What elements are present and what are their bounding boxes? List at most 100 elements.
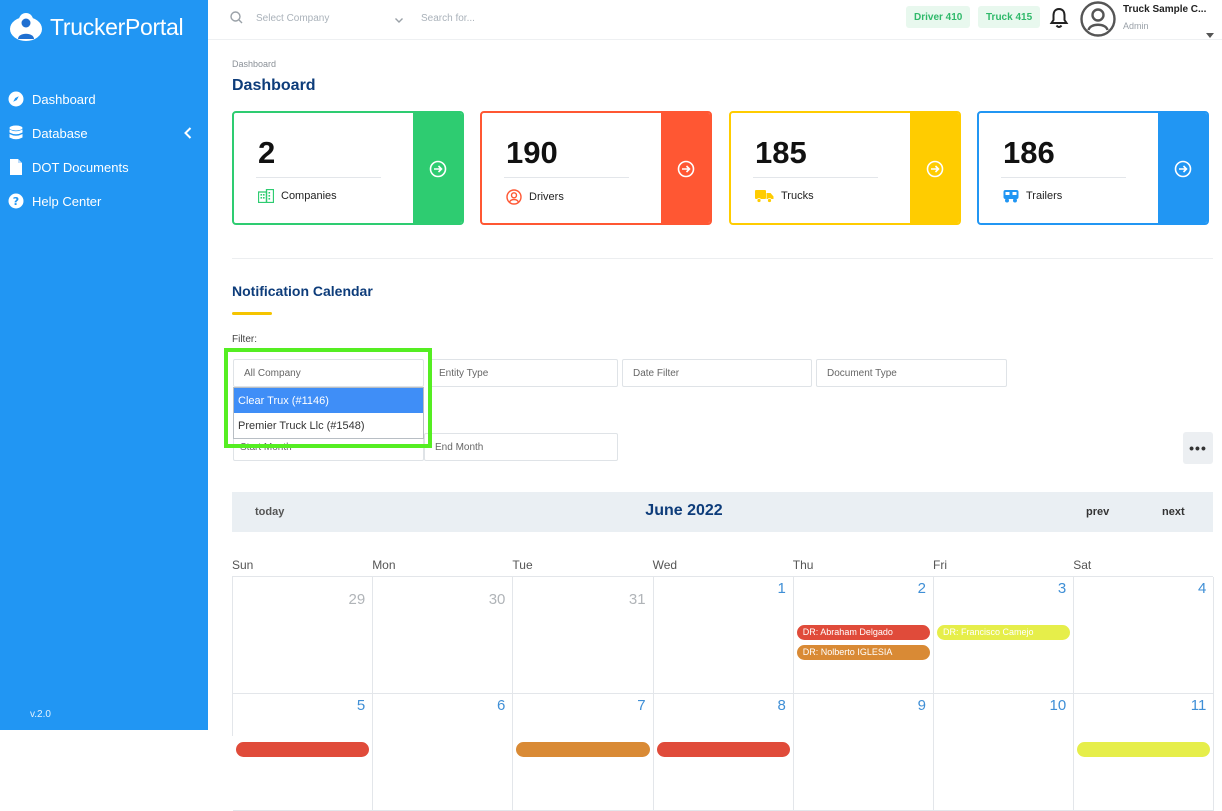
breadcrumb[interactable]: Dashboard bbox=[232, 59, 277, 69]
stat-value: 190 bbox=[506, 135, 558, 170]
calendar-day-cell[interactable]: 8 bbox=[653, 694, 794, 811]
day-number: 10 bbox=[1049, 697, 1067, 714]
calendar-day-cell[interactable]: 9 bbox=[793, 694, 934, 811]
filter-label: Filter: bbox=[232, 334, 257, 345]
arrow-circle-right-icon[interactable] bbox=[926, 160, 944, 178]
calendar-day-cell[interactable]: 1 bbox=[653, 577, 794, 694]
chevron-left-icon[interactable] bbox=[184, 127, 192, 142]
prev-button[interactable]: prev bbox=[1086, 506, 1110, 518]
user-avatar[interactable] bbox=[1080, 1, 1116, 37]
today-button[interactable]: today bbox=[255, 506, 285, 518]
calendar-event[interactable]: DR: Abraham Delgado bbox=[796, 625, 930, 640]
document-type-select[interactable]: Document Type bbox=[816, 359, 1007, 387]
app-name: TruckerPortal bbox=[50, 13, 184, 40]
stat-label: Drivers bbox=[529, 191, 564, 203]
calendar-event[interactable]: DR: Nolberto IGLESIA bbox=[796, 645, 930, 660]
stat-card-drivers[interactable]: 190 Drivers bbox=[480, 111, 712, 225]
entity-type-select[interactable]: Entity Type bbox=[428, 359, 618, 387]
stat-card-trailers[interactable]: 186 Trailers bbox=[977, 111, 1209, 225]
day-number: 7 bbox=[637, 697, 646, 714]
sidebar-item-label: DOT Documents bbox=[32, 159, 129, 175]
app-version: v.2.0 bbox=[30, 709, 51, 720]
stat-card-companies[interactable]: 2 Companies bbox=[232, 111, 464, 225]
app-logo[interactable]: TruckerPortal bbox=[8, 10, 184, 44]
trailer-icon bbox=[1003, 189, 1019, 203]
building-icon bbox=[258, 189, 274, 203]
calendar-event[interactable] bbox=[1077, 742, 1211, 757]
day-number: 5 bbox=[356, 697, 366, 714]
search-input[interactable]: Search for... bbox=[421, 13, 475, 24]
day-of-week-label: Wed bbox=[652, 558, 678, 572]
calendar-day-cell[interactable]: 30 bbox=[373, 577, 514, 694]
date-filter-select[interactable]: Date Filter bbox=[622, 359, 812, 387]
stat-label-row: Companies bbox=[258, 189, 337, 203]
search-icon bbox=[230, 11, 243, 29]
day-of-week-label: Tue bbox=[512, 558, 533, 572]
arrow-circle-right-icon[interactable] bbox=[677, 160, 695, 178]
truck-icon bbox=[755, 189, 774, 203]
day-of-week-label: Fri bbox=[933, 558, 947, 572]
company-filter-select[interactable]: All Company bbox=[233, 359, 424, 387]
day-of-week-label: Sat bbox=[1073, 558, 1092, 572]
bell-icon[interactable] bbox=[1049, 7, 1069, 34]
sidebar-item-dashboard[interactable]: Dashboard bbox=[0, 82, 208, 116]
database-icon bbox=[8, 125, 24, 141]
user-name[interactable]: Truck Sample C... bbox=[1123, 4, 1207, 15]
arrow-circle-right-icon[interactable] bbox=[1174, 160, 1192, 178]
day-number: 1 bbox=[777, 580, 786, 597]
next-button[interactable]: next bbox=[1162, 506, 1185, 518]
company-dropdown-menu: Clear Trux (#1146) Premier Truck Llc (#1… bbox=[233, 387, 424, 439]
stat-label-row: Drivers bbox=[506, 189, 564, 205]
company-select[interactable]: Select Company bbox=[256, 13, 330, 24]
calendar-day-cell[interactable]: 5 bbox=[233, 694, 374, 811]
day-number: 31 bbox=[628, 591, 646, 608]
stat-label-row: Trucks bbox=[755, 189, 814, 203]
sidebar-item-label: Help Center bbox=[32, 193, 102, 209]
arrow-circle-right-icon[interactable] bbox=[429, 160, 447, 178]
stat-side-panel[interactable] bbox=[1158, 113, 1207, 223]
calendar-day-cell[interactable]: 11 bbox=[1074, 694, 1215, 811]
highlight-box bbox=[224, 348, 432, 448]
calendar-day-cell[interactable]: 31 bbox=[513, 577, 654, 694]
section-title: Notification Calendar bbox=[232, 283, 373, 299]
dropdown-option[interactable]: Clear Trux (#1146) bbox=[234, 388, 423, 413]
day-of-week-label: Mon bbox=[372, 558, 396, 572]
dropdown-option[interactable]: Premier Truck Llc (#1548) bbox=[238, 419, 365, 432]
sidebar-item-dot-documents[interactable]: DOT Documents bbox=[0, 150, 208, 184]
truck-count-badge[interactable]: Truck 415 bbox=[978, 6, 1041, 28]
calendar-event[interactable] bbox=[236, 742, 370, 757]
sidebar-item-label: Database bbox=[32, 125, 88, 141]
stat-divider bbox=[1001, 177, 1126, 178]
day-number: 2 bbox=[917, 580, 926, 597]
chevron-down-icon[interactable] bbox=[394, 12, 404, 30]
stat-side-panel[interactable] bbox=[661, 113, 710, 223]
calendar-day-cell[interactable]: 7 bbox=[513, 694, 654, 811]
calendar-event[interactable] bbox=[516, 742, 650, 757]
calendar-day-cell[interactable]: 29 bbox=[233, 577, 374, 694]
sidebar-item-label: Dashboard bbox=[32, 91, 96, 107]
more-options-button[interactable]: ••• bbox=[1183, 432, 1213, 464]
stat-card-trucks[interactable]: 185 Trucks bbox=[729, 111, 961, 225]
section-divider bbox=[232, 258, 1213, 259]
calendar-event[interactable] bbox=[656, 742, 790, 757]
user-role: Admin bbox=[1123, 21, 1149, 31]
stat-divider bbox=[504, 177, 629, 178]
end-month-input[interactable]: End Month bbox=[424, 433, 618, 461]
stat-side-panel[interactable] bbox=[413, 113, 462, 223]
calendar-day-cell[interactable]: 2 DR: Abraham Delgado DR: Nolberto IGLESIA bbox=[793, 577, 934, 694]
calendar-day-cell[interactable]: 4 bbox=[1074, 577, 1215, 694]
calendar-day-cell[interactable]: 10 bbox=[934, 694, 1075, 811]
stat-side-panel[interactable] bbox=[910, 113, 959, 223]
calendar-day-cell[interactable]: 6 bbox=[373, 694, 514, 811]
calendar-day-cell[interactable]: 3 DR: Francisco Camejo bbox=[934, 577, 1075, 694]
sidebar-item-help-center[interactable]: ? Help Center bbox=[0, 184, 208, 218]
sidebar-item-database[interactable]: Database bbox=[0, 116, 208, 150]
day-number: 9 bbox=[917, 697, 926, 714]
driver-count-badge[interactable]: Driver 410 bbox=[906, 6, 971, 28]
calendar-event[interactable]: DR: Francisco Camejo bbox=[937, 625, 1071, 640]
day-number: 30 bbox=[488, 591, 506, 608]
caret-down-icon[interactable] bbox=[1206, 26, 1214, 44]
compass-icon bbox=[8, 91, 24, 107]
sidebar: TruckerPortal Dashboard Database DOT Doc… bbox=[0, 0, 208, 730]
stat-label: Trucks bbox=[781, 190, 814, 202]
